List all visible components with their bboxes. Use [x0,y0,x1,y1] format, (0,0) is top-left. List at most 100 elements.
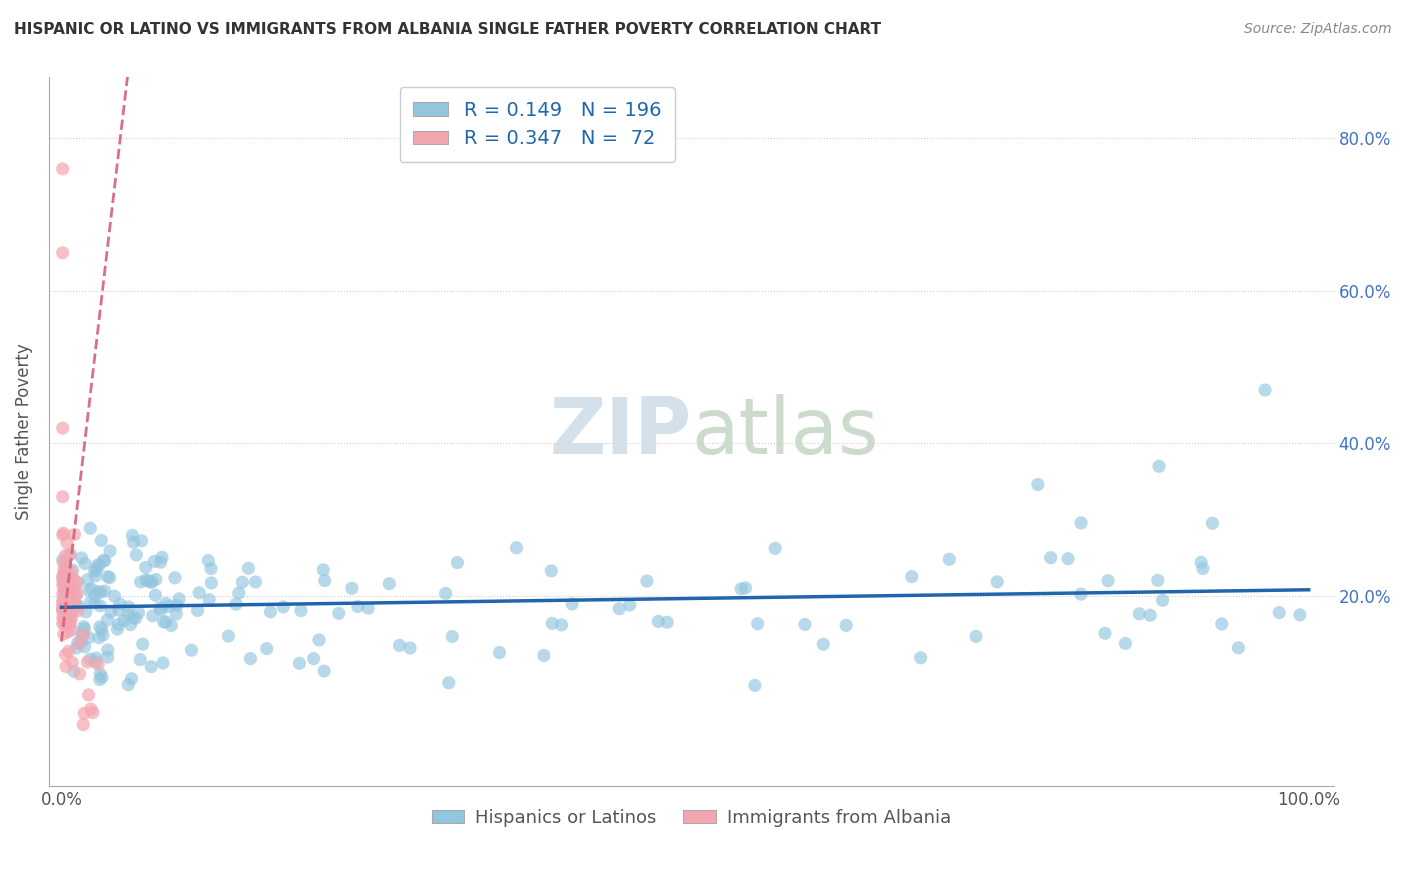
Point [152,656,174,670]
Point [1227,640,1250,655]
Point [91,628,114,642]
Point [52,616,75,631]
Point [84,563,107,577]
Point [55,607,77,622]
Point [52,553,75,567]
Point [290,603,312,617]
Point [52,602,75,616]
Point [83,564,105,578]
Point [70,635,93,649]
Point [378,576,401,591]
Point [76,573,98,587]
Point [744,678,766,692]
Point [734,581,756,595]
Point [117,599,139,614]
Point [399,640,422,655]
Point [89,599,111,613]
Point [58,644,80,658]
Point [73,706,96,721]
Point [238,561,260,575]
Point [108,597,131,611]
Point [53,605,76,619]
Point [136,574,159,588]
Point [986,574,1008,589]
Point [60,599,83,614]
Point [55,648,77,662]
Point [72,626,94,640]
Point [200,576,222,591]
Point [167,591,190,606]
Text: ZIP: ZIP [550,394,692,470]
Point [197,553,219,567]
Point [86,558,108,573]
Point [1152,593,1174,607]
Point [1254,383,1277,397]
Point [53,572,76,586]
Point [59,615,82,629]
Point [60,612,83,626]
Point [357,601,380,615]
Point [80,702,103,716]
Point [56,617,79,632]
Point [72,717,94,731]
Point [1057,551,1080,566]
Point [69,636,91,650]
Point [87,584,110,599]
Point [55,558,77,572]
Point [69,667,91,681]
Point [505,541,527,555]
Point [52,578,75,592]
Point [79,595,101,609]
Point [125,548,148,562]
Point [302,651,325,665]
Point [98,544,121,558]
Point [52,564,75,578]
Point [225,597,247,611]
Point [347,599,370,614]
Point [1026,477,1049,491]
Point [53,586,76,600]
Point [59,579,82,593]
Point [187,603,209,617]
Point [1128,607,1150,621]
Point [53,560,76,574]
Point [75,605,97,619]
Point [308,632,330,647]
Point [67,599,90,613]
Point [58,579,80,593]
Point [52,569,75,583]
Point [180,643,202,657]
Point [59,619,82,633]
Point [107,603,129,617]
Point [141,574,163,589]
Point [533,648,555,663]
Point [52,601,75,615]
Point [56,584,79,599]
Point [60,656,83,670]
Point [135,573,157,587]
Point [55,659,77,673]
Point [1114,636,1136,650]
Point [434,586,457,600]
Point [488,646,510,660]
Point [59,591,82,605]
Point [73,557,96,571]
Point [84,569,107,583]
Point [145,588,167,602]
Point [60,623,83,637]
Point [66,575,89,590]
Point [1070,516,1092,530]
Point [59,564,82,578]
Point [52,161,75,176]
Point [73,620,96,634]
Point [256,641,278,656]
Point [77,583,100,598]
Point [65,575,87,590]
Point [52,556,75,570]
Point [89,620,111,634]
Point [52,528,75,542]
Point [59,608,82,623]
Point [77,688,100,702]
Point [97,569,120,583]
Point [79,652,101,666]
